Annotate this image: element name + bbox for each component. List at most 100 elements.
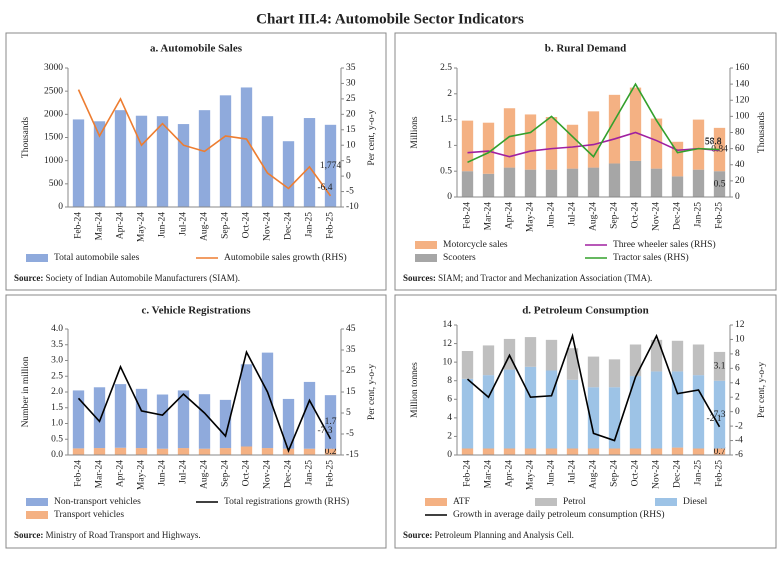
y-tick-label: 6 (447, 394, 452, 404)
bar (177, 390, 190, 449)
legend-label: Three wheeler sales (RHS) (613, 239, 716, 250)
y2-tick-label: -15 (346, 450, 359, 460)
y-tick-label: 1.0 (51, 419, 63, 429)
bar (72, 119, 85, 207)
bar (261, 352, 274, 449)
bar (545, 339, 558, 371)
bar (650, 168, 663, 197)
x-tick-label: Jan-25 (694, 202, 704, 228)
bar (135, 388, 148, 449)
legend-label: Automobile sales growth (RHS) (224, 252, 347, 263)
bar (629, 160, 642, 197)
y-tick-label: 1.5 (440, 115, 452, 125)
legend-label: Transport vehicles (54, 510, 124, 520)
x-tick-label: Jul-24 (179, 460, 189, 484)
y2-tick-label: 0 (735, 407, 740, 417)
bar (650, 448, 663, 455)
x-tick-label: Mar-24 (95, 212, 105, 241)
bar (671, 371, 684, 448)
x-tick-label: Oct-24 (631, 202, 641, 229)
panel-title: c. Vehicle Registrations (141, 305, 251, 317)
legend-label: Scooters (443, 253, 476, 263)
bar (650, 371, 663, 449)
x-tick-label: Oct-24 (631, 460, 641, 487)
bar (114, 384, 127, 448)
panel: d. Petroleum Consumption 0 2 4 6 8 10 12 14 -6 -4 -… (394, 294, 777, 549)
y2-tick-label: 30 (346, 79, 356, 89)
bar (177, 124, 190, 207)
y2-tick-label: 5 (346, 156, 351, 166)
bar (114, 447, 127, 455)
bar (503, 167, 516, 197)
bar (713, 351, 726, 381)
bar (482, 448, 495, 455)
y2-axis-label: Per cent, y-o-y (367, 364, 377, 420)
bar (482, 375, 495, 449)
x-tick-label: Sep-24 (610, 460, 620, 487)
bar (198, 448, 211, 455)
source: Source: Society of Indian Automobile Man… (14, 273, 240, 283)
legend-label: Tractor sales (RHS) (613, 252, 689, 263)
data-label: 3.1 (714, 362, 726, 372)
x-tick-label: Feb-24 (463, 202, 473, 229)
bar (587, 167, 600, 197)
x-tick-label: Jul-24 (179, 212, 189, 236)
y2-tick-label: 5 (346, 408, 351, 418)
bar (135, 115, 148, 207)
panel-title: a. Automobile Sales (150, 43, 243, 55)
y2-tick-label: -6 (735, 450, 743, 460)
bar (461, 351, 474, 379)
y2-axis-label: Per cent, y-o-y (367, 109, 377, 165)
bar (461, 171, 474, 197)
x-tick-label: Aug-24 (200, 212, 210, 241)
y2-axis-label: Per cent, y-o-y (757, 362, 767, 418)
y2-tick-label: 8 (735, 349, 740, 359)
legend-label: Non-transport vehicles (54, 497, 141, 507)
legend-swatch (415, 254, 437, 262)
bar (671, 447, 684, 455)
bar (629, 448, 642, 455)
y2-tick-label: 120 (735, 95, 750, 105)
legend-label: Total automobile sales (54, 253, 140, 263)
bar (261, 448, 274, 455)
x-tick-label: Jul-24 (568, 202, 578, 226)
line (467, 82, 720, 164)
panel-title: b. Rural Demand (545, 43, 627, 55)
panel: c. Vehicle Registrations 0.0 0.5 1.0 1.5 2.0 2… (5, 294, 387, 549)
bar (219, 448, 232, 455)
bar (608, 163, 621, 197)
bar (545, 370, 558, 449)
x-tick-label: Apr-24 (505, 202, 515, 229)
data-label: 7.3 (714, 410, 726, 420)
x-tick-label: Mar-24 (95, 460, 105, 489)
x-tick-label: Oct-24 (242, 460, 252, 487)
y2-axis-label: Thousands (757, 112, 767, 153)
bar (503, 369, 516, 449)
bar (692, 169, 705, 197)
bar (219, 399, 232, 449)
y2-tick-label: 12 (735, 320, 745, 330)
y2-tick-label: 15 (346, 125, 356, 135)
bar (608, 387, 621, 449)
legend-label: Petrol (563, 497, 586, 507)
y-tick-label: 1 (447, 141, 452, 151)
x-tick-label: Mar-24 (484, 202, 494, 231)
y-axis-label: Millions (410, 116, 420, 149)
bar (608, 448, 621, 455)
y-tick-label: 12 (443, 339, 453, 349)
y-tick-label: 1000 (44, 156, 63, 166)
x-tick-label: Apr-24 (505, 460, 515, 487)
y-tick-label: 4 (447, 413, 452, 423)
source-label: Source: (403, 530, 432, 540)
legend-label: Motorcycle sales (443, 240, 508, 250)
bar (482, 345, 495, 376)
y-tick-label: 3.0 (51, 356, 63, 366)
x-tick-label: Dec-24 (284, 212, 294, 240)
bar (482, 122, 495, 174)
source: Source: Ministry of Road Transport and H… (14, 530, 201, 540)
bar (566, 348, 579, 380)
bar (629, 376, 642, 449)
y2-tick-label: 10 (735, 335, 745, 345)
bar (198, 394, 211, 449)
x-tick-label: Apr-24 (116, 460, 126, 487)
